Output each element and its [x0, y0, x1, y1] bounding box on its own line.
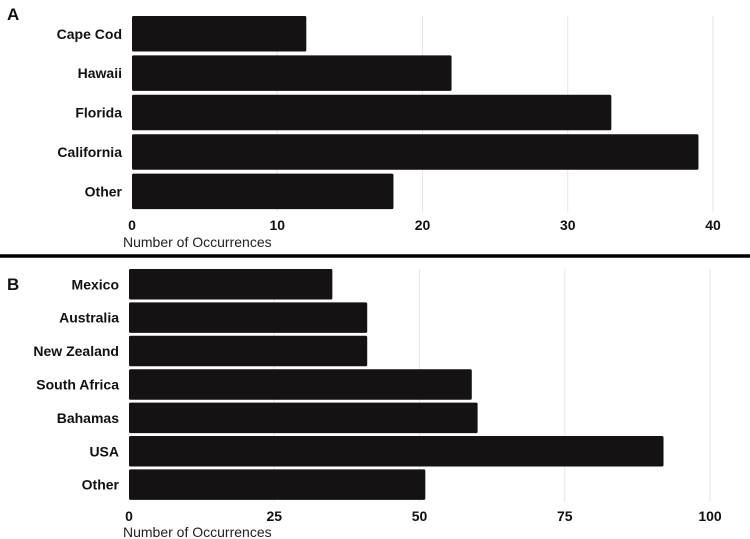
bar-a-1	[132, 55, 452, 91]
panel-a: A Cape Cod Hawaii Florida California Other 0…	[7, 5, 721, 250]
x-tick-label-a-1: 10	[269, 217, 285, 233]
category-label-b-5: USA	[89, 443, 119, 459]
bar-b-5	[129, 436, 664, 467]
category-label-a-4: Other	[85, 183, 123, 199]
category-label-b-0: Mexico	[72, 276, 119, 292]
panel-b: B Mexico Australia New Zealand South Africa…	[7, 269, 722, 539]
x-tick-label-a-3: 30	[560, 217, 576, 233]
bar-a-2	[132, 94, 612, 131]
x-tick-label-b-2: 50	[412, 508, 428, 524]
category-label-a-2: Florida	[75, 105, 122, 121]
x-tick-label-b-0: 0	[125, 508, 133, 524]
bar-b-4	[129, 402, 478, 434]
bar-a-4	[132, 173, 394, 210]
bar-a-0	[132, 16, 307, 52]
x-axis-title-b: Number of Occurrences	[123, 524, 272, 539]
x-tick-label-a-0: 0	[128, 217, 136, 233]
x-tick-label-b-3: 75	[557, 508, 573, 524]
bar-a-3	[132, 134, 699, 170]
bar-b-0	[129, 269, 333, 300]
x-tick-label-a-2: 20	[415, 217, 431, 233]
bar-b-6	[129, 469, 426, 500]
category-label-b-1: Australia	[59, 310, 119, 326]
category-label-b-2: New Zealand	[33, 343, 119, 359]
panel-b-letter: B	[7, 275, 19, 294]
x-tick-label-b-1: 25	[266, 508, 282, 524]
category-label-b-6: Other	[82, 477, 120, 493]
x-tick-label-b-4: 100	[698, 508, 722, 524]
category-label-a-0: Cape Cod	[57, 26, 122, 42]
bar-b-3	[129, 369, 472, 400]
bar-b-2	[129, 335, 368, 367]
panel-a-letter: A	[7, 5, 19, 24]
category-label-a-1: Hawaii	[78, 65, 122, 81]
x-tick-label-a-4: 40	[705, 217, 721, 233]
x-axis-title-a: Number of Occurrences	[123, 234, 272, 250]
category-label-b-4: Bahamas	[57, 410, 119, 426]
category-label-b-3: South Africa	[36, 376, 119, 392]
bar-b-1	[129, 302, 368, 333]
category-label-a-3: California	[57, 144, 122, 160]
